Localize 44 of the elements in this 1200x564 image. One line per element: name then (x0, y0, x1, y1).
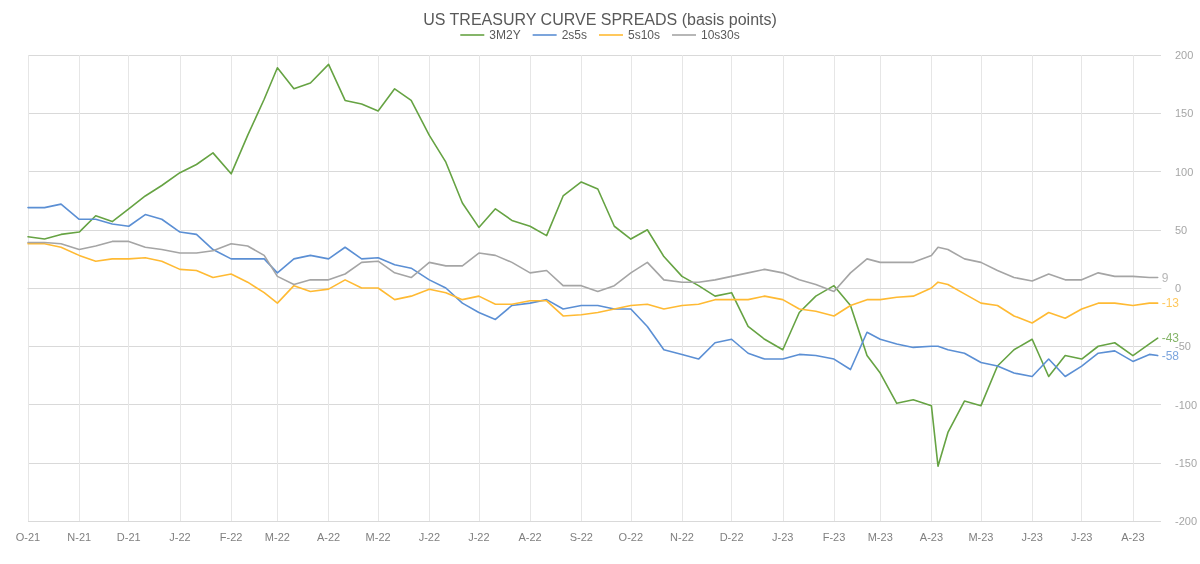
annotation: -58 (1161, 348, 1180, 363)
x-tick-label: M-23 (968, 530, 994, 543)
x-tick-label: A-22 (518, 530, 542, 543)
x-tick-label: A-23 (919, 530, 944, 543)
y-tick-label: 200 (1174, 49, 1194, 61)
y-tick-label: 150 (1174, 107, 1194, 120)
x-tick-label: A-22 (316, 530, 341, 543)
x-tick-label: M-22 (264, 530, 290, 543)
x-tick-label: S-22 (569, 530, 593, 543)
line-series (27, 242, 1159, 324)
x-tick-label: J-22 (468, 530, 490, 543)
line-series (27, 240, 1159, 293)
x-tick-label: M-22 (365, 530, 391, 543)
x-tick-label: J-23 (1071, 530, 1093, 543)
y-tick-label: -150 (1174, 456, 1198, 469)
x-tick-label: D-22 (719, 530, 744, 543)
x-tick-label: D-21 (116, 530, 141, 543)
y-tick-label: 0 (1174, 282, 1182, 294)
chart-title: US TREASURY CURVE SPREADS (basis points) (423, 10, 777, 28)
x-tick-label: O-21 (15, 530, 41, 543)
x-tick-label: J-22 (418, 530, 441, 543)
x-tick-label: M-23 (867, 530, 893, 543)
annotation: -13 (1161, 296, 1180, 311)
x-tick-label: O-22 (618, 530, 644, 543)
x-tick-label: A-23 (1121, 530, 1145, 543)
x-tick-label: J-22 (169, 530, 191, 543)
x-tick-label: J-23 (1021, 530, 1043, 543)
annotation: 9 (1161, 270, 1169, 285)
y-tick-label: 50 (1174, 223, 1188, 236)
line-series (27, 63, 1159, 468)
y-tick-label: -100 (1174, 398, 1198, 411)
legend-label: 2s5s (561, 28, 587, 42)
x-tick-label: J-23 (772, 530, 794, 543)
y-tick-label: -200 (1174, 515, 1198, 527)
x-tick-label: F-22 (219, 530, 243, 543)
annotation: -43 (1161, 331, 1180, 346)
legend-label: 3M2Y (489, 28, 521, 42)
x-tick-label: N-21 (67, 530, 92, 543)
x-tick-label: F-23 (822, 530, 846, 543)
x-tick-label: N-22 (670, 530, 694, 543)
legend-label: 10s30s (701, 28, 740, 42)
legend-label: 5s10s (627, 28, 661, 42)
line-series (27, 203, 1159, 378)
y-tick-label: 100 (1174, 165, 1194, 178)
